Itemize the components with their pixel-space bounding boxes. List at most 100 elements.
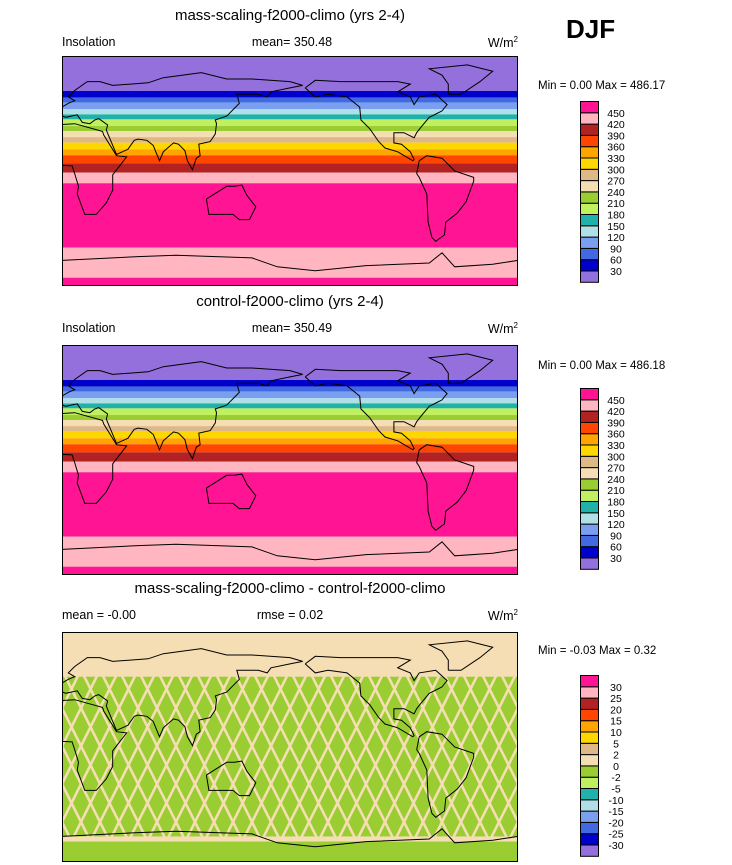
panel-title: mass-scaling-f2000-climo (yrs 2-4) xyxy=(174,7,406,24)
colorbar-tick-label: 120 xyxy=(607,232,625,244)
colorbar-tick-label: 300 xyxy=(607,451,625,463)
left-label: Insolation xyxy=(62,321,116,335)
colorbar-tick-label: -10 xyxy=(608,795,623,807)
colorbar-box xyxy=(580,799,599,812)
min-max-label: Min = 0.00 Max = 486.18 xyxy=(538,360,666,372)
units-superscript: 2 xyxy=(513,608,518,617)
coastline-australia xyxy=(205,473,257,510)
colorbar-tick-label: 20 xyxy=(610,704,622,716)
colorbar-tick-label: 15 xyxy=(610,716,622,728)
left-label: Insolation xyxy=(62,35,116,49)
units-superscript: 2 xyxy=(513,321,518,330)
colorbar-tick-label: 90 xyxy=(610,243,622,255)
colorbar-box xyxy=(580,675,599,688)
colorbar-box xyxy=(580,410,599,423)
colorbar-tick-label: 0 xyxy=(613,761,619,773)
colorbar-tick-label: -25 xyxy=(608,829,623,841)
colorbar-tick-label: -15 xyxy=(608,806,623,818)
colorbar-tick-label: 360 xyxy=(607,142,625,154)
colorbar-tick-label: 180 xyxy=(607,497,625,509)
colorbar-tick-label: 90 xyxy=(610,530,622,542)
colorbar-box xyxy=(580,270,599,283)
units-text: W/m xyxy=(487,36,514,51)
colorbar-tick-label: 10 xyxy=(610,727,622,739)
coastline-africa xyxy=(62,412,128,504)
band xyxy=(62,345,518,381)
colorbar-tick-label: 60 xyxy=(610,542,622,554)
colorbar-box xyxy=(580,123,599,136)
band xyxy=(62,56,518,92)
colorbar-tick-label: 420 xyxy=(607,406,625,418)
colorbar-box xyxy=(580,134,599,148)
band xyxy=(62,676,518,837)
units-text: W/m xyxy=(487,322,514,337)
colorbar-tick-label: -5 xyxy=(611,784,620,796)
map-frame xyxy=(62,345,518,575)
colorbar-box xyxy=(580,697,599,710)
band xyxy=(62,149,518,156)
colorbar-tick-label: 210 xyxy=(607,198,625,210)
map-2 xyxy=(62,345,518,575)
coastline-namerica xyxy=(304,368,448,451)
colorbar-box xyxy=(580,444,599,457)
band xyxy=(62,398,518,404)
coastline-antarctica xyxy=(62,541,518,561)
colorbar-tick-label: 30 xyxy=(610,682,622,694)
coastline-samerica xyxy=(416,731,475,818)
colorbar-box xyxy=(580,433,599,446)
band xyxy=(62,91,518,98)
colorbar-2: 3060901201501802102402703003303603904204… xyxy=(580,388,625,570)
center-label: rmse = 0.02 xyxy=(256,608,324,622)
colorbar-box xyxy=(580,478,599,491)
colorbar-tick-label: 330 xyxy=(607,440,625,452)
band xyxy=(62,472,518,537)
coastline-greenland xyxy=(427,353,494,384)
colorbar-box xyxy=(580,168,599,182)
colorbar-box xyxy=(580,489,599,502)
colorbar-tick-label: -2 xyxy=(611,772,620,784)
left-label: mean = -0.00 xyxy=(62,608,137,622)
colorbar-box xyxy=(580,686,599,699)
map-frame xyxy=(62,56,518,286)
colorbar-box xyxy=(580,146,599,159)
colorbar-tick-label: 300 xyxy=(607,164,625,176)
band xyxy=(62,172,518,184)
band xyxy=(62,452,518,462)
colorbar-box xyxy=(580,523,599,536)
colorbar-tick-label: 30 xyxy=(610,553,622,565)
band xyxy=(62,97,518,103)
band xyxy=(62,431,518,439)
band xyxy=(62,102,518,110)
min-max-label: Min = 0.00 Max = 486.17 xyxy=(538,80,666,92)
colorbar-box xyxy=(580,821,599,835)
coastline-greenland xyxy=(427,640,494,671)
coastline-namerica xyxy=(304,655,448,738)
center-label: mean= 350.48 xyxy=(251,35,333,49)
band xyxy=(62,277,518,286)
band xyxy=(62,566,518,575)
band xyxy=(62,391,518,399)
colorbar-box xyxy=(580,101,599,114)
colorbar-tick-label: 25 xyxy=(610,693,622,705)
coastline-africa xyxy=(62,123,128,215)
band xyxy=(62,438,518,445)
coastline-greenland xyxy=(427,64,494,95)
colorbar-box xyxy=(580,191,599,204)
colorbar-box xyxy=(580,388,599,401)
colorbar-tick-label: -30 xyxy=(608,840,623,852)
band xyxy=(62,109,518,115)
colorbar-box xyxy=(580,501,599,514)
band xyxy=(62,163,518,173)
colorbar-tick-label: 210 xyxy=(607,485,625,497)
colorbar-tick-label: 30 xyxy=(610,266,622,278)
colorbar-tick-label: 120 xyxy=(607,519,625,531)
colorbar-tick-label: 60 xyxy=(610,255,622,267)
colorbar-tick-label: 5 xyxy=(613,738,619,750)
season-label: DJF xyxy=(566,14,616,44)
units-text: W/m xyxy=(487,609,514,624)
colorbar-box xyxy=(580,788,599,801)
colorbar-box xyxy=(580,157,599,170)
colorbar-tick-label: -20 xyxy=(608,817,623,829)
colorbar-tick-label: 330 xyxy=(607,153,625,165)
colorbar-1: 3060901201501802102402703003303603904204… xyxy=(580,101,625,283)
